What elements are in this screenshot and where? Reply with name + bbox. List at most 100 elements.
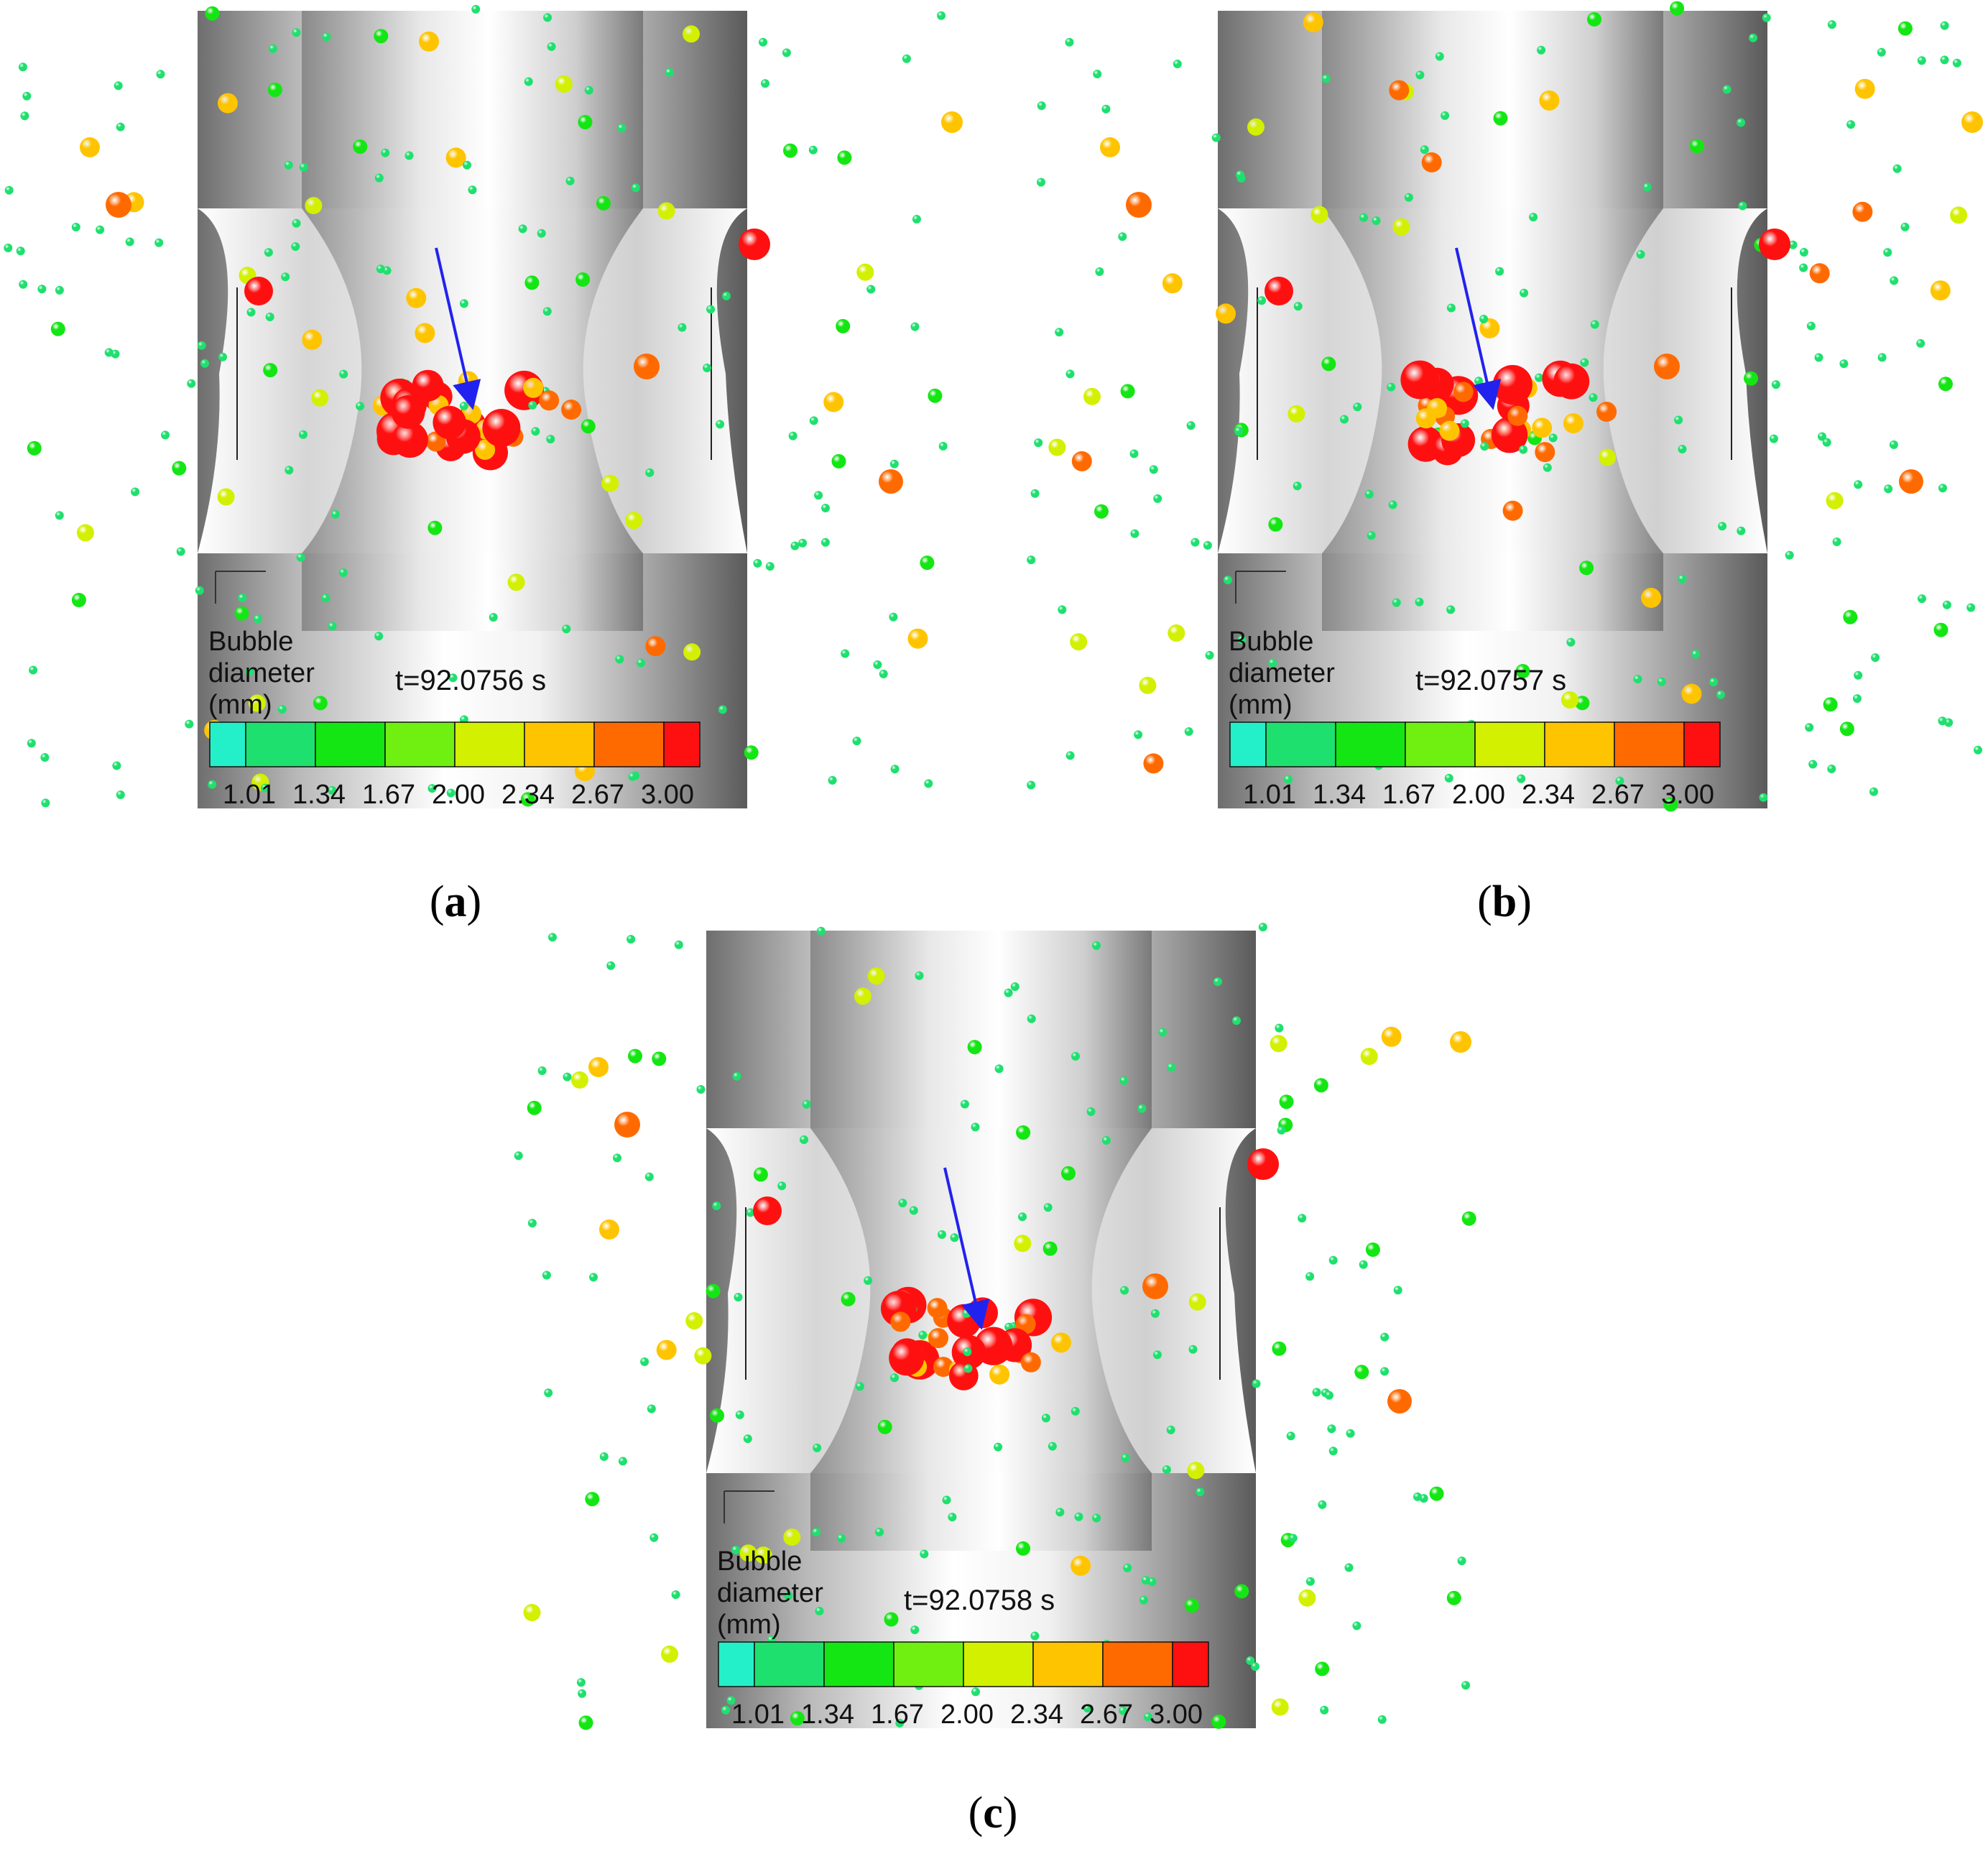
bubble — [218, 352, 227, 361]
bubble — [311, 389, 329, 407]
legend-title-line: (mm) — [208, 690, 272, 720]
bubble — [948, 1361, 979, 1390]
bubble — [1843, 609, 1858, 624]
bubble — [1041, 1413, 1050, 1423]
bubble — [1055, 1508, 1065, 1517]
bubble — [1051, 1332, 1071, 1353]
bubble — [815, 1607, 824, 1615]
bubble — [1298, 1589, 1316, 1607]
bubble — [1832, 538, 1841, 546]
bubble — [1590, 320, 1599, 329]
bubble — [783, 143, 797, 158]
bubble — [1663, 797, 1678, 812]
bubble — [578, 1689, 587, 1698]
bubble — [1094, 504, 1109, 519]
bubble — [933, 1357, 953, 1378]
bubble — [879, 669, 888, 678]
bubble — [1058, 605, 1067, 614]
bubble — [264, 248, 273, 257]
bubble — [831, 453, 846, 469]
bubble — [1737, 118, 1745, 127]
bubble — [234, 606, 249, 621]
bubble — [1004, 988, 1013, 997]
bubble — [1883, 248, 1892, 257]
bubble — [1871, 653, 1880, 663]
bubble — [836, 318, 851, 333]
bubble — [4, 185, 14, 195]
bubble — [1400, 360, 1440, 400]
bubble — [788, 431, 797, 441]
bubble — [1446, 303, 1456, 313]
bubble — [1636, 250, 1645, 259]
colorbar-tick-label: 1.34 — [292, 780, 346, 810]
bubble — [614, 1112, 640, 1138]
bubble — [1211, 1714, 1226, 1729]
colorbar-tick-label: 3.00 — [1661, 780, 1714, 810]
bubble — [994, 1064, 1004, 1074]
bubble — [546, 435, 555, 444]
bubble — [578, 115, 593, 129]
bubble — [765, 562, 775, 571]
bubble — [637, 658, 646, 668]
bubble — [812, 1528, 821, 1537]
bubble — [391, 395, 425, 429]
bubble — [305, 197, 323, 215]
bubble — [561, 400, 582, 420]
bubble — [1216, 303, 1236, 324]
bubble — [1479, 318, 1500, 338]
bubble — [948, 1513, 957, 1522]
bubble — [761, 79, 769, 88]
bubble — [268, 44, 277, 53]
bubble — [1234, 426, 1244, 435]
bubble — [524, 77, 533, 86]
bubble — [238, 594, 247, 602]
bubble — [471, 4, 481, 14]
colorbar-segment — [663, 721, 701, 767]
bubble — [1184, 1598, 1199, 1613]
bubble — [652, 1051, 667, 1066]
bubble — [1950, 206, 1968, 224]
bubble — [1293, 481, 1302, 491]
bubble — [468, 185, 477, 195]
bubble — [185, 719, 194, 729]
bubble — [218, 93, 238, 114]
bubble — [40, 753, 50, 762]
bubble — [1507, 405, 1528, 426]
bubble — [1313, 1078, 1328, 1093]
bubble — [1917, 56, 1926, 65]
bubble — [1520, 288, 1529, 298]
colorbar-tick-label: 2.67 — [1591, 780, 1645, 810]
bubble — [1933, 622, 1948, 637]
bubble — [1173, 60, 1182, 68]
bubble — [928, 388, 943, 403]
bubble — [1918, 594, 1926, 604]
bubble — [1288, 1534, 1298, 1543]
bubble — [1553, 363, 1590, 400]
bubble — [1287, 405, 1305, 423]
time-stamp: t=92.0756 s — [395, 665, 546, 696]
time-stamp: t=92.0757 s — [1415, 665, 1566, 696]
bubble — [1086, 1107, 1096, 1116]
bubble — [254, 614, 262, 624]
bubble — [22, 91, 32, 101]
bubble — [1543, 463, 1552, 472]
bubble — [1737, 526, 1746, 535]
bubble — [1421, 152, 1442, 172]
simulation-panel-c: Bubble diameter (mm) t=92.0758 s 1.01 1.34 1.6… — [509, 920, 1500, 1768]
bubble — [1961, 111, 1983, 133]
bubble — [1144, 1712, 1152, 1722]
bubble — [1129, 449, 1139, 458]
bubble — [1340, 415, 1349, 424]
bubble — [1100, 137, 1120, 157]
bubble — [1318, 1500, 1327, 1509]
bubble — [548, 933, 557, 942]
bubble — [1563, 413, 1584, 434]
bubble — [1535, 442, 1555, 463]
bubble — [1380, 1367, 1390, 1376]
bubble — [645, 636, 666, 657]
bubble — [628, 772, 637, 781]
bubble — [1429, 1486, 1444, 1501]
bubble — [1139, 676, 1157, 694]
bubble — [753, 1167, 768, 1182]
bubble — [296, 553, 305, 562]
